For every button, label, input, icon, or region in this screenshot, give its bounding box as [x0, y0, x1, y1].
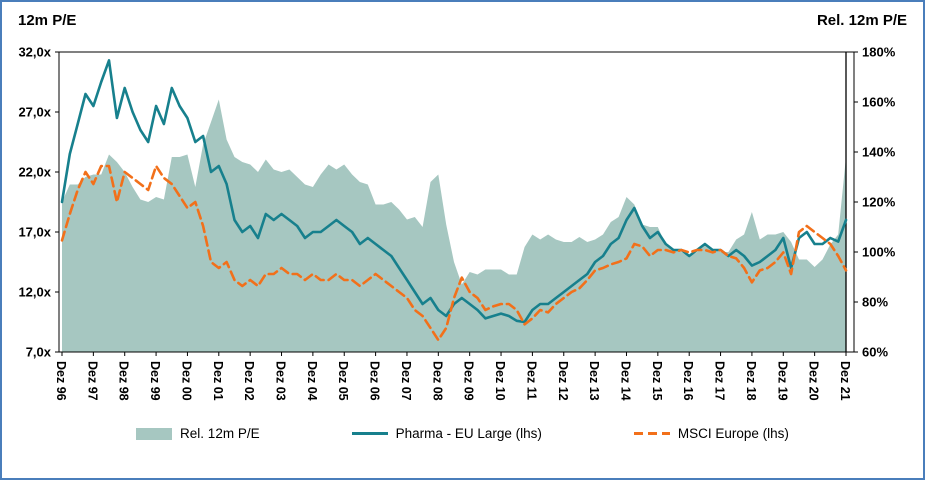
legend-item-rel-pe: Rel. 12m P/E: [136, 426, 260, 441]
pharma-eu-large-line: [60, 59, 848, 324]
legend-label-rel-pe: Rel. 12m P/E: [180, 426, 260, 441]
left-axis-tick-label: 27,0x: [18, 105, 51, 120]
left-axis-tick-label: 12,0x: [18, 285, 51, 300]
right-axis-tick-label: 100%: [862, 245, 896, 260]
right-axis-title: Rel. 12m P/E: [816, 12, 907, 29]
legend-label-pharma: Pharma - EU Large (lhs): [395, 426, 542, 441]
x-axis-tick-label: Dez 11: [524, 361, 538, 400]
left-axis-tick-label: 32,0x: [18, 45, 51, 60]
x-axis-tick-label: Dez 07: [399, 361, 413, 401]
right-axis-tick-label: 60%: [862, 345, 888, 360]
x-axis-tick-label: Dez 97: [85, 361, 99, 401]
x-axis-tick-label: Dez 19: [775, 361, 789, 401]
x-axis-tick-label: Dez 05: [336, 361, 350, 401]
msci-europe-line: [60, 164, 848, 342]
x-axis-tick-label: Dez 17: [713, 361, 727, 401]
x-axis-tick-label: Dez 98: [117, 361, 131, 401]
right-axis-tick-label: 180%: [862, 45, 896, 60]
area-series-rel-pe: [62, 99, 846, 352]
x-axis-tick-label: Dez 12: [556, 361, 570, 401]
right-axis-tick-label: 120%: [862, 195, 896, 210]
right-axis-tick-label: 160%: [862, 95, 896, 110]
right-axis-tick-label: 80%: [862, 295, 888, 310]
x-axis-tick-label: Dez 04: [305, 361, 319, 401]
left-axis-title: 12m P/E: [18, 12, 77, 29]
x-axis-tick-label: Dez 02: [242, 361, 256, 401]
legend: Rel. 12m P/E Pharma - EU Large (lhs) MSC…: [2, 426, 923, 441]
x-axis-tick-label: Dez 10: [493, 361, 507, 401]
legend-swatch-pharma-line: [351, 431, 388, 436]
legend-item-pharma: Pharma - EU Large (lhs): [351, 426, 542, 441]
x-axis-tick-label: Dez 16: [681, 361, 695, 401]
right-axis-tick-label: 140%: [862, 145, 896, 160]
plot-area: 32,0x 27,0x 22,0x 17,0x 12,0x 7,0x 180% 160% 140…: [18, 45, 896, 401]
legend-swatch-area: [136, 427, 173, 440]
x-axis-tick-label: Dez 01: [211, 361, 225, 401]
legend-swatch-msci-dashed-line: [633, 431, 670, 436]
x-axis-tick-label: Dez 14: [618, 361, 632, 401]
x-axis-tick-label: Dez 06: [368, 361, 382, 401]
chart-header: 12m P/E Rel. 12m P/E: [18, 12, 907, 29]
x-axis-tick-label: Dez 00: [179, 361, 193, 401]
x-axis-tick-label: Dez 96: [54, 361, 68, 401]
x-axis-tick-label: Dez 09: [462, 361, 476, 401]
x-axis-tick-label: Dez 03: [274, 361, 288, 401]
legend-label-msci: MSCI Europe (lhs): [677, 426, 789, 441]
x-axis-tick-label: Dez 13: [587, 361, 601, 401]
x-axis-tick-label: Dez 21: [838, 361, 852, 401]
x-axis-tick-label: Dez 99: [148, 361, 162, 401]
left-axis-tick-label: 17,0x: [18, 225, 51, 240]
x-axis-tick-label: Dez 08: [430, 361, 444, 401]
legend-item-msci: MSCI Europe (lhs): [633, 426, 789, 441]
left-axis-tick-label: 7,0x: [26, 345, 52, 360]
x-axis-tick-label: Dez 15: [650, 361, 664, 401]
x-axis-tick-label: Dez 18: [744, 361, 758, 401]
x-axis-tick-label: Dez 20: [807, 361, 821, 401]
left-axis-tick-label: 22,0x: [18, 165, 51, 180]
